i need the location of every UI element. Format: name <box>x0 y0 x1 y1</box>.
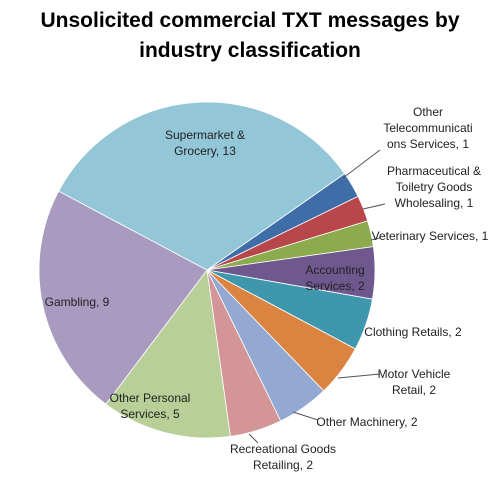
data-label: Clothing Retails, 2 <box>364 325 462 339</box>
pie-slice <box>38 190 208 405</box>
data-label: Other Machinery, 2 <box>316 415 418 429</box>
data-label: Pharmaceutical & Toiletry Goods Wholesal… <box>386 164 482 210</box>
pie-slice <box>58 101 346 271</box>
data-label: Gambling, 9 <box>44 295 110 309</box>
leader-line <box>248 433 259 444</box>
leader-line <box>362 203 386 210</box>
data-label: Motor Vehicle Retail, 2 <box>377 367 451 397</box>
leader-line <box>370 237 381 241</box>
chart-title-box: Unsolicited commercial TXT messages by i… <box>0 6 500 66</box>
leader-line <box>337 373 381 379</box>
pie-slice <box>105 268 231 439</box>
leader-line <box>342 149 381 179</box>
data-label: Veterinary Services, 1 <box>371 229 489 243</box>
data-label: Supermarket & Grocery, 13 <box>164 128 246 158</box>
data-label: Accounting Services, 2 <box>305 263 365 293</box>
data-label: Recreational Goods Retailing, 2 <box>229 442 337 472</box>
data-label: Other Telecommunications Services, 1 <box>383 105 473 151</box>
data-label: Other Personal Services, 5 <box>109 391 191 421</box>
leader-line <box>292 411 319 421</box>
chart-title: Unsolicited commercial TXT messages by i… <box>40 9 460 62</box>
